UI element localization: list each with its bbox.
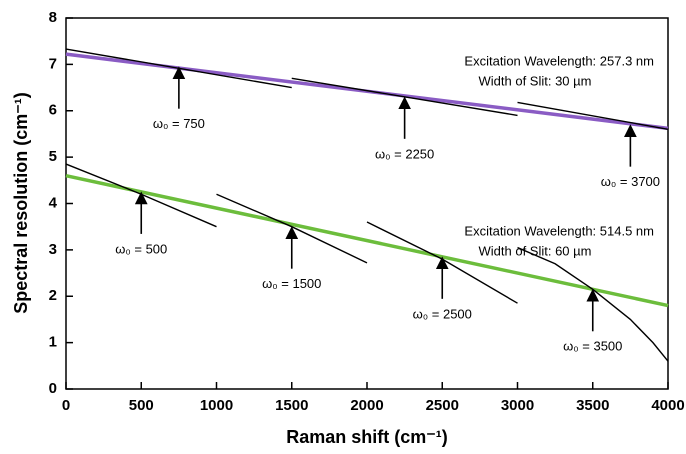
annotation-label: ω₀ = 2250 xyxy=(375,146,434,161)
annotation-label: ω₀ = 1500 xyxy=(262,276,321,291)
x-tick-label: 3000 xyxy=(501,397,534,414)
line xyxy=(65,173,669,308)
note: Width of Slit: 60 µm xyxy=(479,243,592,258)
note: Excitation Wavelength: 514.5 nm xyxy=(464,223,654,238)
note: Width of Slit: 30 µm xyxy=(479,73,592,88)
x-axis-title: Raman shift (cm⁻¹) xyxy=(286,427,448,447)
annotation-label: ω₀ = 3500 xyxy=(563,339,622,354)
x-tick-label: 4000 xyxy=(651,397,684,414)
y-axis-title: Spectral resolution (cm⁻¹) xyxy=(11,92,31,314)
x-tick-label: 2000 xyxy=(350,397,383,414)
y-tick-label: 7 xyxy=(49,55,57,72)
annotation-label: ω₀ = 750 xyxy=(153,116,205,131)
x-tick-label: 500 xyxy=(129,397,154,414)
x-tick-label: 0 xyxy=(62,397,70,414)
y-tick-label: 8 xyxy=(49,9,57,26)
note: Excitation Wavelength: 257.3 nm xyxy=(464,53,654,68)
y-tick-label: 4 xyxy=(49,194,58,211)
line xyxy=(517,101,669,130)
y-tick-label: 1 xyxy=(49,334,57,351)
y-tick-label: 5 xyxy=(49,148,57,165)
x-tick-label: 1500 xyxy=(275,397,308,414)
x-tick-label: 2500 xyxy=(426,397,459,414)
x-tick-label: 3500 xyxy=(576,397,609,414)
y-tick-label: 2 xyxy=(49,287,57,304)
y-tick-label: 6 xyxy=(49,102,57,119)
y-tick-label: 0 xyxy=(49,380,57,397)
annotation-label: ω₀ = 3700 xyxy=(601,174,660,189)
x-tick-label: 1000 xyxy=(200,397,233,414)
annotation-label: ω₀ = 500 xyxy=(115,241,167,256)
y-tick-label: 3 xyxy=(49,241,57,258)
line xyxy=(517,246,669,362)
annotation-label: ω₀ = 2500 xyxy=(413,306,472,321)
